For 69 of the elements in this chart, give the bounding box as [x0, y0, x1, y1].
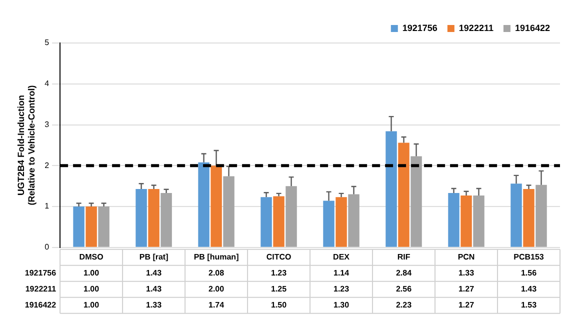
- bar: [210, 166, 222, 247]
- legend-label: 1921756: [402, 22, 438, 33]
- legend-label: 1916422: [514, 22, 550, 33]
- data-label: 1.43: [520, 284, 538, 294]
- bar: [473, 195, 484, 247]
- bar: [510, 184, 522, 247]
- bar: [386, 131, 397, 247]
- x-tick-label: PCB153: [514, 252, 544, 262]
- data-label: 2.00: [208, 284, 225, 294]
- data-label: 1.00: [84, 300, 100, 310]
- y-tick-label: 0: [44, 242, 50, 252]
- data-label: 1.23: [270, 268, 288, 278]
- y-tick-label: 1: [44, 202, 50, 211]
- data-label: 1.33: [458, 268, 475, 278]
- bar: [336, 197, 347, 247]
- y-axis-title: UGT2B4 Fold-Induction (Relative to Vehicle-Control): [16, 85, 37, 206]
- data-label: 1.00: [84, 284, 100, 294]
- data-label: 1.27: [458, 300, 475, 310]
- data-label: 1.14: [333, 268, 350, 278]
- data-label: 1.25: [270, 284, 288, 294]
- bar: [410, 156, 422, 247]
- data-label: 1.43: [146, 268, 162, 278]
- bar: [523, 188, 534, 247]
- text: 1921756: [24, 268, 56, 278]
- data-label: 1.43: [146, 284, 162, 294]
- x-tick-label: PB [rat]: [139, 252, 169, 262]
- data-label: 2.56: [396, 284, 412, 294]
- x-tick-label: PCN: [458, 252, 475, 262]
- data-label: 1.33: [146, 300, 162, 310]
- bar: [86, 206, 97, 247]
- bar: [448, 193, 460, 247]
- bar: [260, 197, 272, 247]
- bar: [323, 200, 334, 247]
- y-tick-label: 3: [44, 120, 50, 129]
- y-tick-label: 4: [44, 79, 50, 88]
- y-tick-label: 5: [44, 38, 50, 48]
- data-label: 1.56: [520, 268, 538, 278]
- x-tick-label: RIF: [397, 252, 410, 262]
- data-label: 1.27: [458, 284, 475, 294]
- x-tick-label: DEX: [333, 252, 350, 262]
- data-label: 1.00: [84, 268, 100, 278]
- y-tick-label: 2: [44, 160, 50, 170]
- data-label: 1.74: [208, 300, 225, 310]
- bar: [136, 188, 147, 247]
- x-tick-label: CITCO: [266, 252, 292, 262]
- data-label: 1.53: [520, 300, 538, 310]
- data-label: 2.08: [208, 268, 225, 278]
- bar: [348, 194, 360, 247]
- data-label: 1.30: [333, 300, 350, 310]
- x-tick-label: PB [human]: [194, 252, 240, 262]
- bar: [273, 196, 284, 247]
- bar: [223, 176, 234, 247]
- data-label: 2.84: [396, 268, 412, 278]
- bar: [73, 206, 84, 247]
- bar: [98, 206, 110, 247]
- bar: [198, 162, 210, 247]
- legend-label: 1922211: [458, 22, 494, 33]
- text: 1916422: [24, 300, 56, 310]
- bar: [460, 195, 472, 247]
- bar: [398, 142, 410, 247]
- bar: [536, 184, 547, 247]
- bar: [286, 186, 297, 247]
- x-tick-label: DMSO: [79, 252, 104, 262]
- data-label: 1.23: [333, 284, 350, 294]
- bar: [160, 193, 172, 247]
- data-label: 1.50: [270, 300, 288, 310]
- bar: [148, 188, 160, 247]
- data-label: 2.23: [396, 300, 412, 310]
- text: 1922211: [25, 284, 56, 294]
